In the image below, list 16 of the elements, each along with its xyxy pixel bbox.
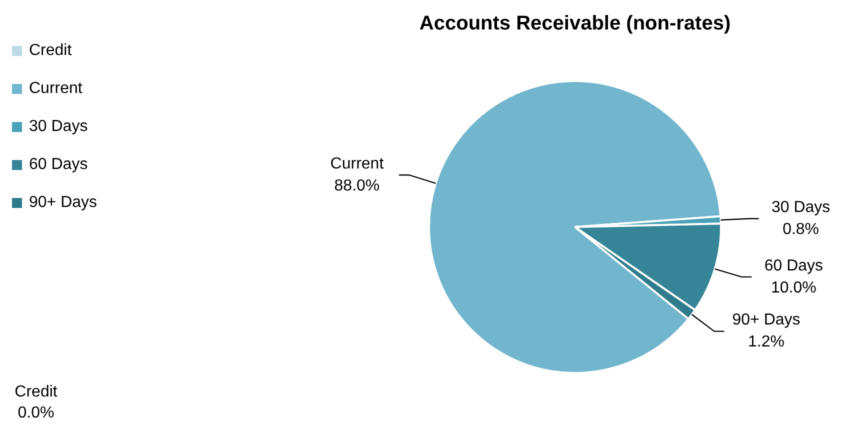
data-label: 10.0%	[770, 279, 816, 296]
text: 0.0%	[18, 404, 54, 422]
legend-label: Current	[29, 80, 82, 98]
data-label: 0.8%	[782, 221, 820, 238]
slice-label: 60 Days	[764, 257, 824, 274]
legend-label: 60 Days	[29, 156, 88, 174]
slice-label: 30 Days	[771, 199, 830, 216]
data-label: 88.0%	[334, 177, 380, 194]
category-label: Credit	[14, 383, 58, 400]
chart-title: Accounts Receivable (non-rates)	[419, 12, 731, 35]
slice-label: Current	[330, 155, 384, 172]
legend-label: Credit	[29, 42, 72, 60]
data-label: 1.2%	[748, 334, 784, 351]
legend-label: 90+ Days	[29, 194, 98, 212]
legend-label: 30 Days	[29, 118, 88, 136]
slice-label: 90+ Days	[732, 312, 800, 329]
